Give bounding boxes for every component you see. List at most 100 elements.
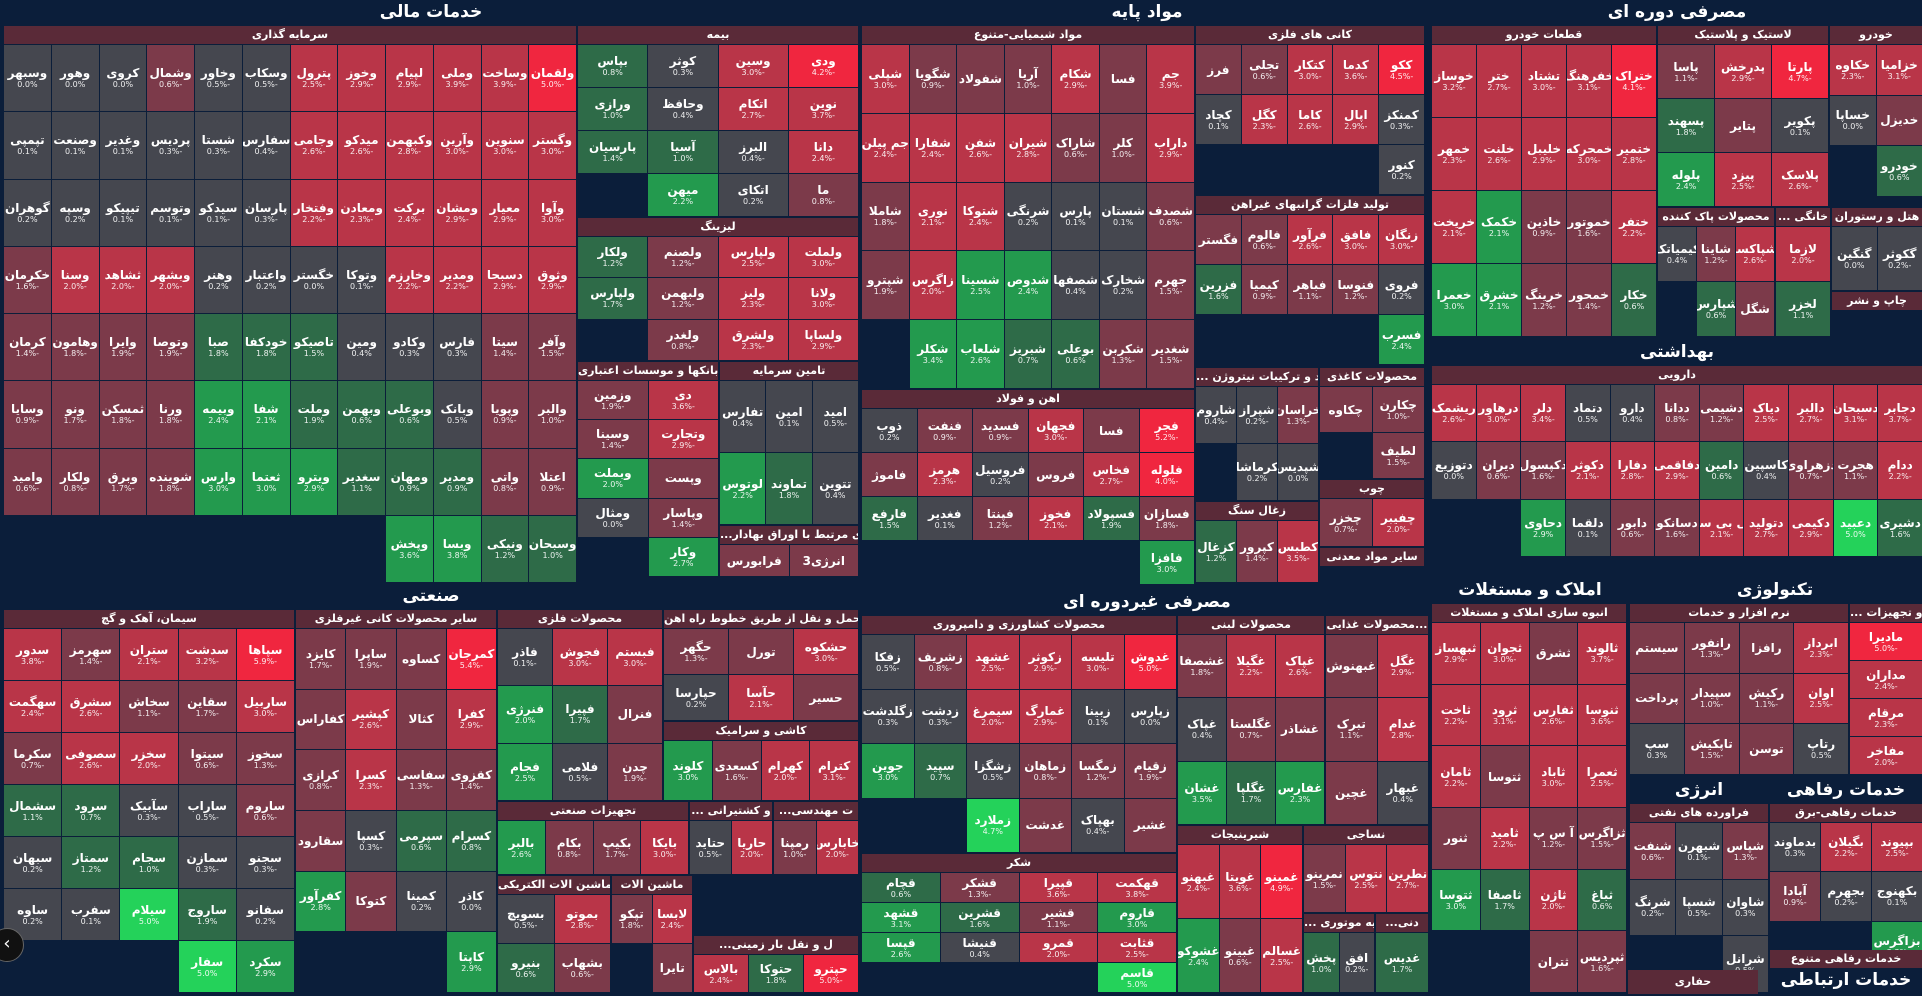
stock-tile[interactable]: خموتور -1.6% [1567,191,1611,263]
stock-tile[interactable]: ابرداز -2.3% [1794,623,1848,673]
stock-tile[interactable]: ما -0.8% [788,174,858,216]
stock-tile[interactable]: وکادو 0.3% [386,314,433,381]
sector-title[interactable]: خدمات ارتباطی [1780,970,1912,990]
stock-tile[interactable]: دارو 0.4% [1610,385,1655,442]
stock-tile[interactable]: قنیشا 0.4% [940,933,1019,962]
stock-tile[interactable]: غسالم -2.5% [1261,919,1302,992]
stock-tile[interactable]: غشان 3.5% [1178,761,1226,824]
stock-tile[interactable]: شفن -2.6% [957,113,1004,182]
stock-tile[interactable]: فخوز -2.1% [1028,497,1083,540]
stock-tile[interactable]: ورازی 1.0% [578,88,648,130]
stock-tile[interactable]: شخارک 0.2% [1099,251,1147,320]
industry-title[interactable]: نساجی [1304,826,1428,844]
stock-tile[interactable]: دالبر -2.7% [1789,385,1833,442]
stock-tile[interactable]: هجرت -1.1% [1833,442,1878,499]
stock-tile[interactable]: سخاش -1.1% [120,681,178,732]
stock-tile[interactable]: ثنور [1432,808,1480,869]
stock-tile[interactable]: میهن 2.2% [648,174,718,216]
stock-tile[interactable]: ثشاهد -2.0% [99,246,147,313]
stock-tile[interactable]: رانفور -1.3% [1684,623,1739,673]
stock-tile[interactable]: شپلی -3.0% [862,45,909,113]
industry-title[interactable]: سرمایه گذاری [4,26,576,44]
stock-tile[interactable]: حتوکا 1.8% [749,955,803,992]
industry-title[interactable]: سایر محصولات کانی غیرفلزی [296,610,496,628]
stock-tile[interactable]: ولکار -0.8% [51,448,99,515]
stock-tile[interactable]: فسا [1099,45,1147,113]
industry-title[interactable]: کاشی و سرامیک [664,722,858,740]
stock-tile[interactable]: وپست [648,459,718,498]
stock-tile[interactable]: خکرمان -1.6% [4,246,51,313]
stock-tile[interactable]: قشیر -1.1% [1019,903,1098,932]
stock-tile[interactable]: شفارا -2.4% [909,113,957,182]
stock-tile[interactable]: فزرین 1.6% [1196,265,1241,314]
stock-tile[interactable]: شصدف -0.6% [1147,182,1194,251]
stock-tile[interactable]: شرنگی 0.2% [1004,182,1052,251]
stock-tile[interactable]: ومین 0.4% [338,314,385,381]
stock-tile[interactable]: جهرم -1.5% [1147,251,1194,320]
stock-tile[interactable]: فالوم -0.6% [1241,215,1287,264]
stock-tile[interactable]: کسرام 0.8% [446,811,496,871]
stock-tile[interactable]: غبینو -0.6% [1219,919,1261,992]
stock-tile[interactable]: گکوثر -0.2% [1877,227,1922,290]
stock-tile[interactable]: میدکو -2.6% [338,112,385,179]
stock-tile[interactable]: خکاوه -2.3% [1830,45,1876,95]
stock-tile[interactable]: شپراز -0.2% [1237,387,1277,443]
stock-tile[interactable]: قهکمت -3.8% [1098,873,1176,902]
stock-tile[interactable]: شسپا -0.5% [1676,879,1722,936]
stock-tile[interactable]: مفاخر -2.0% [1850,737,1922,774]
stock-tile[interactable]: غگلپا 1.7% [1227,761,1275,824]
industry-title[interactable]: سایر مواد معدنی [1320,548,1424,566]
stock-tile[interactable]: سدور -3.8% [4,629,62,680]
stock-tile[interactable]: سفرب 0.1% [62,889,120,940]
industry-title[interactable]: ماشین الات الکتریکی [498,876,610,894]
stock-tile[interactable]: خساپا 0.0% [1830,95,1876,146]
stock-tile[interactable]: شپاکسا-2.6% [1736,227,1774,281]
stock-tile[interactable]: شکلر 3.4% [909,320,957,388]
stock-tile[interactable]: ولغدر -0.8% [648,319,718,360]
stock-tile[interactable]: وآفر -1.5% [529,314,576,381]
stock-tile[interactable]: کگل -2.3% [1241,95,1287,144]
stock-tile[interactable]: غمینو -4.9% [1261,845,1302,918]
industry-title[interactable]: محصولات کاغذی [1320,368,1424,386]
stock-tile[interactable]: تورل [729,629,793,674]
industry-title[interactable]: خودرو [1830,26,1922,44]
stock-tile[interactable]: شیران -2.8% [1004,113,1052,182]
stock-tile[interactable]: ثامان -2.2% [1432,746,1480,807]
stock-tile[interactable]: فجهان -3.0% [1028,409,1083,452]
industry-title[interactable]: بانکها و موسسات اعتباری [578,362,718,380]
stock-tile[interactable]: وکار 2.7% [648,537,718,576]
stock-tile[interactable]: البرز -0.4% [718,131,788,173]
stock-tile[interactable]: وآوا -3.0% [529,179,576,246]
stock-tile[interactable]: فرآور -2.6% [1287,215,1333,264]
stock-tile[interactable]: دیران -0.6% [1476,442,1521,499]
stock-tile[interactable]: دتماد 0.5% [1565,385,1610,442]
stock-tile[interactable]: ختر -2.7% [1477,45,1521,117]
stock-tile[interactable]: شفا 2.1% [242,381,290,448]
stock-tile[interactable]: حسیر [794,675,858,720]
stock-tile[interactable]: کقزوی -1.4% [446,750,496,810]
stock-tile[interactable]: وبهمن 0.6% [338,381,385,448]
stock-tile[interactable]: رکیش -1.1% [1739,673,1794,724]
stock-tile[interactable]: ولکار 1.2% [578,237,648,278]
stock-tile[interactable]: دکپسول -1.6% [1521,442,1565,499]
stock-tile[interactable]: گوهران 0.2% [4,179,51,246]
stock-tile[interactable]: شکام -2.9% [1052,45,1099,113]
stock-tile[interactable]: کمینا 0.2% [396,871,446,932]
stock-tile[interactable]: حگهر -1.3% [664,629,728,674]
stock-tile[interactable]: کاپتا 2.9% [446,932,496,992]
stock-tile[interactable]: ونیکی 1.2% [481,515,529,582]
stock-tile[interactable]: پاسا -1.1% [1658,45,1714,98]
stock-tile[interactable]: شگویا -0.9% [909,45,957,113]
stock-tile[interactable]: سیمرغ -2.0% [967,689,1019,743]
stock-tile[interactable]: ثتوسا [1480,746,1529,807]
industry-title[interactable]: چاپ و نشر [1832,292,1922,310]
stock-tile[interactable]: وکبهمن -2.8% [386,112,433,179]
stock-tile[interactable]: قاروم 3.0% [1098,903,1176,932]
stock-tile[interactable]: دانا -2.4% [788,131,858,173]
stock-tile[interactable]: فجر -5.2% [1139,409,1194,452]
stock-tile[interactable]: وغدیر 0.1% [99,112,147,179]
stock-tile[interactable]: شنفت -0.6% [1630,823,1676,879]
stock-tile[interactable]: فرابورس [720,545,789,576]
stock-tile[interactable]: حپترو -5.0% [804,955,858,992]
stock-tile[interactable]: خوساز -3.2% [1432,45,1476,117]
